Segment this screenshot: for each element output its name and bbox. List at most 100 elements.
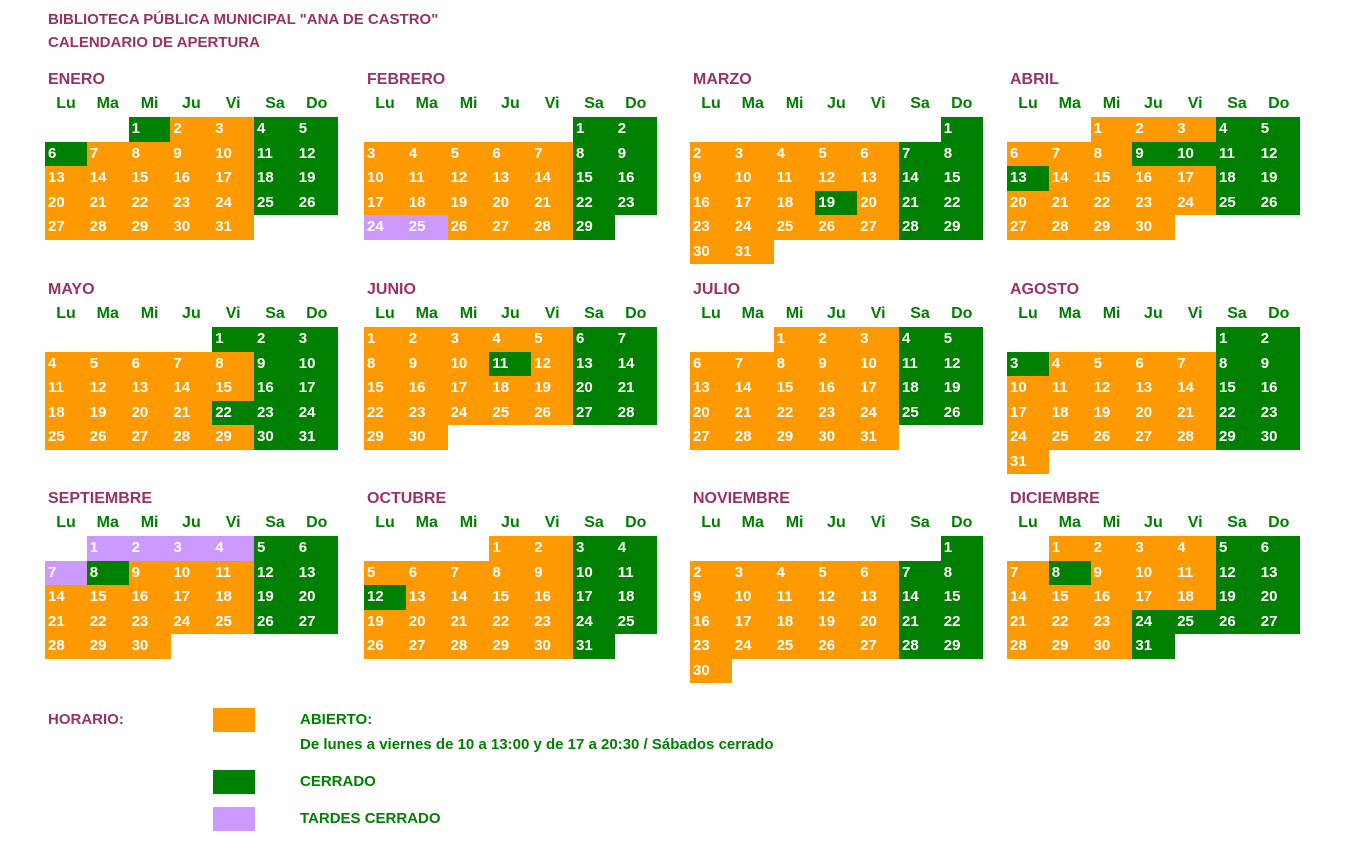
day-cell-abierto: 26: [86, 425, 130, 450]
day-cell-abierto: 7: [1174, 351, 1217, 376]
day-cell-abierto: 26: [1090, 425, 1133, 450]
day-cell-abierto: 8: [489, 560, 532, 585]
day-cell-abierto: 22: [773, 400, 816, 425]
day-cell-abierto: 17: [857, 376, 900, 401]
day-cell-abierto: 28: [731, 425, 775, 450]
day-cell-abierto: 11: [1174, 560, 1217, 585]
day-cell-abierto: 24: [212, 190, 255, 215]
weekday-label: Lu: [701, 514, 721, 531]
weekday-label: Ju: [501, 95, 520, 112]
day-cell-cerrado: 22: [940, 609, 984, 634]
day-cell-abierto: 13: [857, 166, 900, 191]
day-cell-abierto: 2: [1090, 536, 1133, 561]
day-cell-abierto: 28: [1048, 215, 1092, 240]
weekday-label: Ju: [182, 305, 201, 322]
day-cell-cerrado: 11: [899, 351, 942, 376]
month-name: MARZO: [693, 71, 752, 88]
day-cell-abierto: 8: [212, 351, 255, 376]
day-cell-cerrado: 4: [1216, 117, 1259, 142]
weekday-label: Mi: [1102, 305, 1121, 322]
day-cell-abierto: 19: [364, 609, 407, 634]
day-cell-cerrado: 5: [254, 536, 297, 561]
day-cell-abierto: 20: [857, 609, 900, 634]
day-cell-cerrado: 7: [614, 327, 658, 352]
weekday-label: Do: [1268, 95, 1290, 112]
day-cell-tardes-cerrado: 4: [212, 536, 255, 561]
day-cell-cerrado: 31: [295, 425, 339, 450]
day-cell-abierto: 11: [773, 585, 816, 610]
day-cell-abierto: 10: [1007, 376, 1050, 401]
month-diciembre: DICIEMBRE Lu Ma Mi Ju Vi Sa Do 1 2 3 4 5 6 7 8 9 10 11 12 13…: [1007, 489, 1307, 704]
day-cell-cerrado: 3: [295, 327, 339, 352]
weekday-label: Ma: [415, 95, 438, 112]
day-cell-abierto: 28: [45, 634, 88, 659]
weekday-label: Mi: [1102, 514, 1121, 531]
day-cell-abierto: 27: [1007, 215, 1050, 240]
day-cell-abierto: 30: [170, 215, 213, 240]
day-cell-abierto: 28: [531, 215, 574, 240]
weekday-label: Sa: [1227, 514, 1247, 531]
day-cell-abierto: 11: [773, 166, 816, 191]
month-name: ENERO: [48, 71, 105, 88]
day-cell-cerrado: 6: [295, 536, 339, 561]
day-cell-cerrado: 2: [1257, 327, 1301, 352]
weekday-label: Ma: [96, 95, 119, 112]
day-cell-abierto: 27: [405, 634, 449, 659]
day-cell-abierto: 16: [690, 190, 733, 215]
day-cell-abierto: 18: [773, 609, 816, 634]
day-cell-cerrado: 5: [940, 327, 984, 352]
day-cell-abierto: 12: [447, 166, 490, 191]
day-cell-abierto: 25: [773, 634, 816, 659]
day-cell-cerrado: 16: [254, 376, 297, 401]
day-cell-abierto: 16: [128, 585, 171, 610]
day-cell-cerrado: 19: [254, 585, 297, 610]
day-cell-cerrado: 26: [254, 609, 297, 634]
weekday-label: Do: [951, 514, 973, 531]
day-cell-cerrado: 3: [1007, 351, 1050, 376]
weekday-header: Lu Ma Mi Ju Vi Sa Do: [45, 304, 345, 324]
day-cell-abierto: 15: [1048, 585, 1092, 610]
day-cell-abierto: 14: [170, 376, 213, 401]
day-cell-abierto: 17: [731, 609, 775, 634]
day-cell-abierto: 12: [531, 351, 574, 376]
day-cell-abierto: 19: [1090, 400, 1133, 425]
day-cell-cerrado: 29: [1216, 425, 1259, 450]
day-cell-abierto: 18: [489, 376, 532, 401]
weekday-label: Vi: [1187, 305, 1203, 322]
day-cell-cerrado: 12: [364, 585, 407, 610]
tardes-cerrado-swatch: [213, 807, 255, 831]
weekday-label: Ma: [1058, 514, 1081, 531]
day-cell-cerrado: 28: [614, 400, 658, 425]
day-cell-abierto: 5: [815, 141, 858, 166]
day-cell-cerrado: 30: [1257, 425, 1301, 450]
day-cell-cerrado: 11: [1216, 141, 1259, 166]
day-cell-abierto: 19: [86, 400, 130, 425]
weekday-label: Ma: [1058, 95, 1081, 112]
month-julio: JULIO Lu Ma Mi Ju Vi Sa Do 1 2 3 4 5 6 7 8 9 10 11 12 13 14 15…: [690, 280, 990, 495]
weekday-label: Sa: [1227, 305, 1247, 322]
weekday-label: Vi: [870, 305, 886, 322]
day-cell-abierto: 30: [690, 239, 733, 264]
day-cell-abierto: 24: [1007, 425, 1050, 450]
month-name: AGOSTO: [1010, 281, 1080, 298]
day-cell-cerrado: 9: [1132, 141, 1175, 166]
weekday-label: Vi: [544, 305, 560, 322]
day-cell-cerrado: 17: [295, 376, 339, 401]
day-cell-abierto: 18: [405, 190, 449, 215]
day-cell-abierto: 4: [773, 560, 816, 585]
weekday-label: Mi: [140, 95, 159, 112]
day-cell-abierto: 2: [815, 327, 858, 352]
day-cell-abierto: 9: [128, 560, 171, 585]
day-cell-cerrado: 28: [899, 634, 942, 659]
weekday-label: Lu: [1018, 514, 1038, 531]
day-cell-cerrado: 1: [940, 536, 984, 561]
weekday-label: Sa: [584, 305, 604, 322]
day-cell-cerrado: 16: [1257, 376, 1301, 401]
day-cell-abierto: 15: [489, 585, 532, 610]
day-cell-abierto: 23: [1090, 609, 1133, 634]
weekday-label: Ju: [501, 514, 520, 531]
day-cell-abierto: 18: [212, 585, 255, 610]
weekday-label: Do: [625, 514, 647, 531]
day-cell-cerrado: 8: [1048, 560, 1092, 585]
weekday-header: Lu Ma Mi Ju Vi Sa Do: [690, 304, 990, 324]
